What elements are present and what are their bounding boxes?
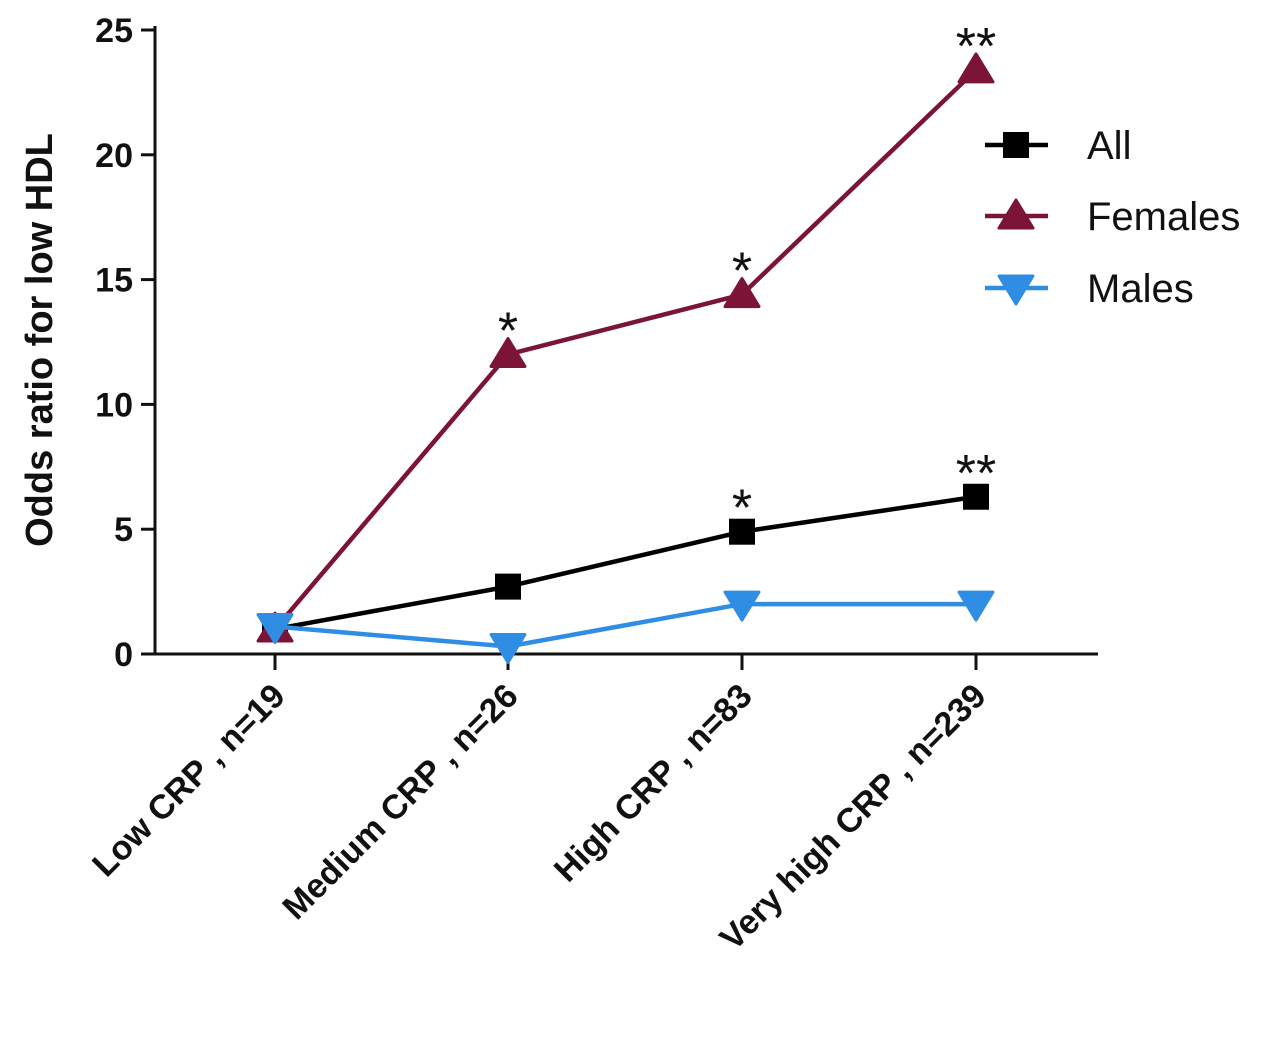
- data-point-males: [256, 613, 294, 645]
- legend-label: All: [1087, 124, 1131, 168]
- data-point-females: [723, 277, 761, 309]
- data-point-females: [489, 336, 527, 368]
- y-tick-label: 10: [95, 386, 133, 424]
- data-point-males: [489, 633, 527, 665]
- y-tick-label: 25: [95, 12, 133, 50]
- x-tick-label: Very high CRP , n=239: [713, 677, 994, 958]
- data-point-males: [723, 590, 761, 622]
- data-point-females: [957, 52, 995, 84]
- legend: All Females Males: [985, 124, 1240, 311]
- series-line-females: [273, 68, 978, 631]
- legend-item-all: All: [985, 124, 1131, 168]
- series-line-all: [274, 494, 977, 632]
- annotation-layer: *******: [498, 18, 996, 538]
- data-point-males: [957, 590, 995, 622]
- significance-annotation: *: [732, 480, 752, 538]
- data-point-all: [495, 573, 521, 600]
- y-tick-label: 15: [95, 262, 133, 300]
- significance-annotation: *: [732, 243, 752, 301]
- series-males: [256, 590, 995, 665]
- y-tick-label: 20: [95, 137, 133, 175]
- series-females: [256, 52, 995, 643]
- series-layer: [256, 52, 995, 665]
- y-tick-label: 0: [114, 636, 133, 674]
- legend-marker: [997, 198, 1035, 230]
- series-all: [262, 483, 989, 643]
- x-tick-label: High CRP , n=83: [547, 677, 760, 890]
- legend-item-females: Females: [985, 195, 1240, 239]
- x-tick-label: Medium CRP , n=26: [275, 677, 525, 927]
- legend-label: Females: [1087, 195, 1240, 239]
- x-tick-label: Low CRP , n=19: [85, 677, 292, 884]
- significance-annotation: **: [956, 445, 996, 503]
- legend-item-males: Males: [985, 267, 1194, 311]
- legend-marker: [997, 274, 1035, 306]
- significance-annotation: **: [956, 18, 996, 76]
- legend-label: Males: [1087, 267, 1194, 311]
- y-tick-label: 5: [114, 511, 133, 549]
- significance-annotation: *: [498, 302, 518, 360]
- y-axis-title: Odds ratio for low HDL: [19, 133, 61, 547]
- legend-marker: [1003, 132, 1029, 158]
- data-point-all: [963, 483, 989, 510]
- data-point-all: [729, 518, 755, 545]
- series-line-males: [274, 601, 976, 649]
